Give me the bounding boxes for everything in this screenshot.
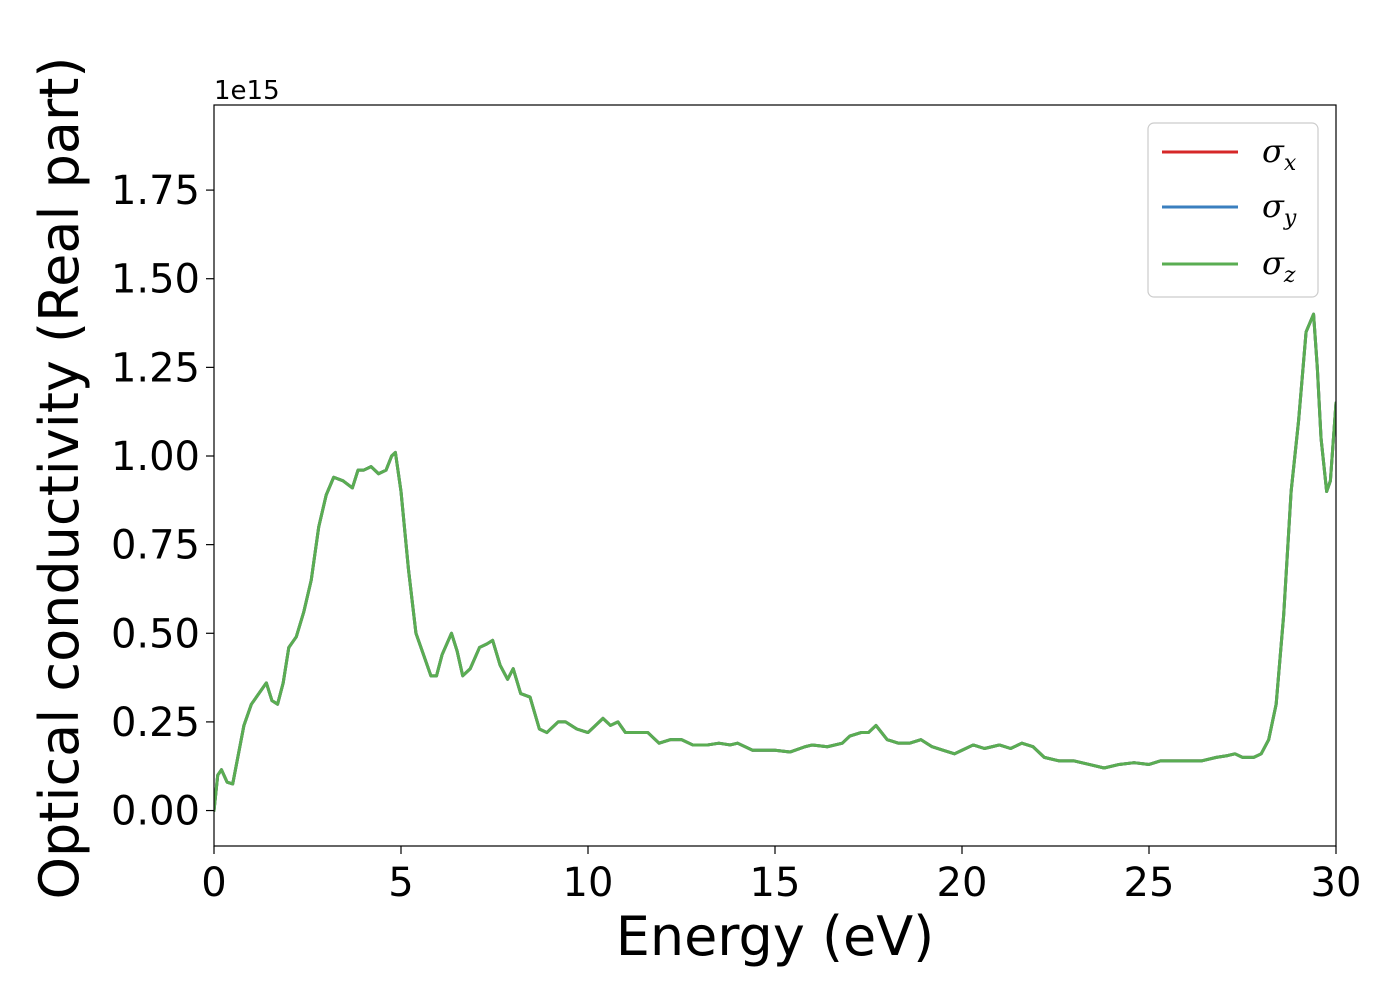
x-tick-label: 10 [563, 860, 614, 906]
x-axis-title: Energy (eV) [616, 905, 935, 968]
series-line-z [214, 312, 1336, 813]
x-tick-label: 25 [1124, 860, 1175, 906]
y-tick-label: 1.00 [111, 434, 200, 480]
legend-label-y: σy [1262, 187, 1297, 231]
y-tick-label: 0.00 [111, 789, 200, 835]
legend-symbol: σ [1262, 187, 1285, 225]
legend-box [1147, 122, 1319, 298]
legend-symbol: σ [1262, 244, 1285, 282]
y-tick-label: 1.50 [111, 257, 200, 303]
legend-subscript: y [1283, 206, 1297, 231]
legend-symbol: σ [1262, 132, 1285, 170]
series-layer [214, 312, 1336, 813]
x-tick-label: 5 [388, 860, 413, 906]
x-axis: 0 5 10 15 20 25 30 [201, 846, 1361, 906]
y-tick-label: 1.75 [111, 168, 200, 214]
x-tick-label: 20 [937, 860, 988, 906]
y-tick-label: 0.25 [111, 700, 200, 746]
y-axis-title: Optical conductivity (Real part) [28, 57, 91, 900]
y-axis: 0.00 0.25 0.50 0.75 1.00 1.25 1.50 1.75 [111, 168, 214, 835]
x-tick-label: 15 [750, 860, 801, 906]
x-tick-label: 0 [201, 860, 226, 906]
legend-subscript: z [1283, 263, 1296, 288]
y-offset-text: 1e15 [214, 76, 280, 106]
y-tick-label: 0.75 [111, 523, 200, 569]
legend-label-z: σz [1262, 244, 1296, 288]
y-tick-label: 0.50 [111, 611, 200, 657]
legend-label-x: σx [1262, 132, 1297, 176]
x-tick-label: 30 [1311, 860, 1362, 906]
legend-subscript: x [1284, 151, 1297, 176]
y-tick-label: 1.25 [111, 345, 200, 391]
